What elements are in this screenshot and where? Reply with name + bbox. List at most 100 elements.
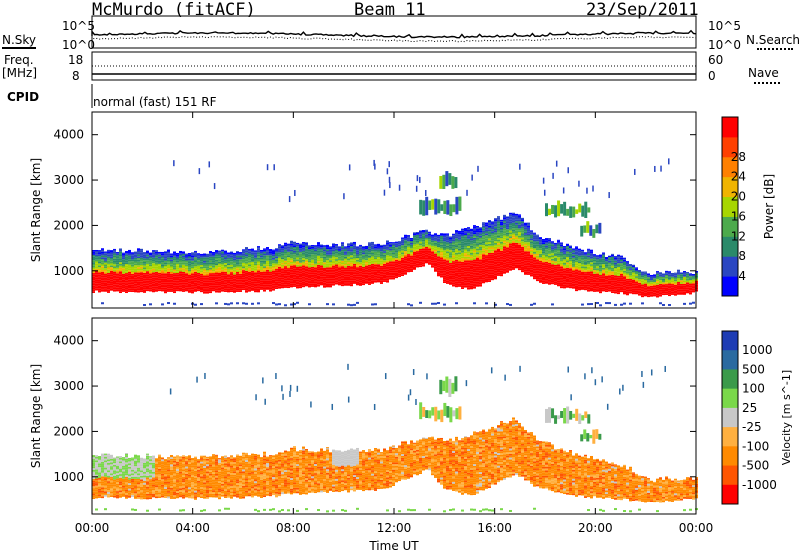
power-cell xyxy=(236,270,239,272)
power-cell xyxy=(512,255,515,258)
power-cell xyxy=(260,277,263,279)
power-cell xyxy=(581,282,584,285)
power-cell xyxy=(575,280,578,283)
power-cell xyxy=(557,275,560,278)
power-dot xyxy=(415,185,418,192)
power-cell xyxy=(254,261,257,264)
power-cell xyxy=(488,231,491,233)
power-cell xyxy=(623,263,626,266)
power-cell xyxy=(497,259,500,262)
power-cell xyxy=(137,283,140,286)
power-cell xyxy=(431,247,434,250)
power-cell xyxy=(491,229,494,232)
power-cell xyxy=(161,284,164,286)
power-cell xyxy=(173,271,176,274)
power-cell xyxy=(440,250,443,253)
power-cell xyxy=(326,263,329,266)
power-cell xyxy=(497,223,500,226)
power-cell xyxy=(515,241,518,243)
power-cell xyxy=(515,235,518,238)
power-cell xyxy=(500,239,503,242)
power-cell xyxy=(593,266,596,269)
power-cell xyxy=(533,264,536,267)
power-cell xyxy=(278,248,281,251)
power-cell xyxy=(524,240,527,243)
power-cell xyxy=(305,269,308,272)
power-cell xyxy=(521,228,524,231)
power-cell xyxy=(524,245,527,248)
power-cell xyxy=(206,259,209,261)
power-cell xyxy=(458,259,461,262)
power-cell xyxy=(539,270,542,272)
power-cell xyxy=(626,293,629,296)
power-speckle xyxy=(530,303,533,306)
power-cell xyxy=(368,243,371,246)
power-cell xyxy=(470,231,473,234)
power-cell xyxy=(239,273,242,276)
power-cell xyxy=(602,276,605,279)
power-cell xyxy=(518,262,521,265)
power-cell xyxy=(293,259,296,262)
power-cell xyxy=(437,274,440,277)
power-cell xyxy=(596,255,599,257)
power-cell xyxy=(323,274,326,277)
power-cell xyxy=(500,270,503,273)
power-cell xyxy=(524,222,527,224)
power-cell xyxy=(236,261,239,263)
power-cell xyxy=(407,255,410,258)
power-cell xyxy=(422,248,425,251)
power-cell xyxy=(230,290,233,293)
power-cell xyxy=(494,228,497,231)
power-cell xyxy=(167,290,170,292)
power-cell xyxy=(116,260,119,263)
power-cell xyxy=(551,258,554,261)
power-cell xyxy=(593,279,596,282)
power-cell xyxy=(470,271,473,273)
power-cell xyxy=(110,256,113,259)
power-cell xyxy=(143,283,146,286)
power-cell xyxy=(359,260,362,263)
power-cell xyxy=(221,255,224,258)
power-cell xyxy=(554,277,557,280)
power-cell xyxy=(500,263,503,266)
power-cell xyxy=(404,249,407,252)
power-cell xyxy=(536,266,539,269)
power-cell xyxy=(371,282,374,284)
power-cell xyxy=(143,265,146,268)
power-cell xyxy=(140,254,143,256)
power-cell xyxy=(182,259,185,262)
power-cell xyxy=(404,240,407,243)
power-cell xyxy=(461,270,464,273)
power-cell xyxy=(308,267,311,270)
power-cell xyxy=(233,263,236,266)
power-cell xyxy=(458,232,461,235)
power-cell xyxy=(692,286,695,289)
power-cell xyxy=(350,258,353,261)
power-cell xyxy=(449,261,452,263)
power-cell xyxy=(380,265,383,268)
power-cell xyxy=(248,257,251,260)
power-cell xyxy=(266,258,269,261)
power-cell xyxy=(428,262,431,265)
power-cell xyxy=(578,272,581,274)
power-cell xyxy=(401,268,404,271)
power-cell xyxy=(374,248,377,250)
power-cell xyxy=(518,222,521,225)
power-cell xyxy=(287,243,290,245)
power-cell xyxy=(620,277,623,280)
power-cell xyxy=(461,230,464,233)
power-cell xyxy=(272,281,275,284)
power-cell xyxy=(563,253,566,256)
velocity-cell xyxy=(92,484,95,487)
power-cell xyxy=(446,260,449,263)
power-cell xyxy=(416,234,419,237)
power-speckle xyxy=(419,301,422,304)
power-cell xyxy=(179,273,182,276)
power-cell xyxy=(263,277,266,279)
power-cell xyxy=(428,255,431,258)
power-cell xyxy=(605,268,608,271)
power-cell xyxy=(506,232,509,235)
power-cell xyxy=(416,254,419,257)
power-cell xyxy=(209,267,212,270)
power-cell xyxy=(377,276,380,279)
